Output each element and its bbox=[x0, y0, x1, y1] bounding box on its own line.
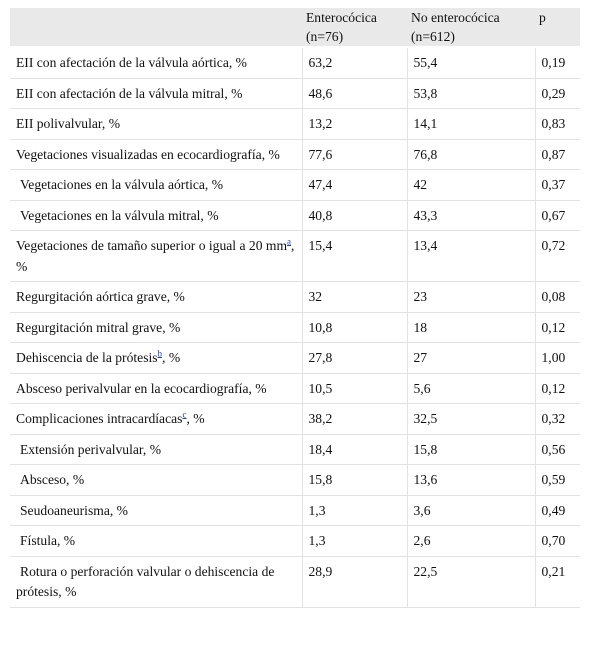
non-enterococcal-value: 22,5 bbox=[407, 556, 536, 608]
non-enterococcal-value: 3,6 bbox=[407, 495, 536, 526]
non-enterococcal-value: 13,4 bbox=[407, 230, 536, 282]
header-non-enterococcal: No enterocócica (n=612) bbox=[407, 8, 535, 48]
p-value: 0,56 bbox=[535, 434, 580, 465]
enterococcal-value: 10,8 bbox=[302, 312, 408, 343]
non-enterococcal-value: 42 bbox=[407, 169, 536, 201]
table-row: Vegetaciones en la válvula aórtica, % 47… bbox=[10, 169, 580, 201]
p-value: 0,87 bbox=[535, 139, 580, 170]
non-enterococcal-value: 13,6 bbox=[407, 464, 536, 496]
results-table: Enterocócica (n=76) No enterocócica (n=612… bbox=[10, 8, 580, 608]
row-label: Vegetaciones en la válvula mitral, % bbox=[10, 200, 303, 231]
p-value: 0,12 bbox=[535, 373, 580, 404]
table-row: Regurgitación aórtica grave, % 32 23 0,0… bbox=[10, 281, 580, 313]
enterococcal-value: 1,3 bbox=[302, 525, 408, 557]
row-label: Rotura o perforación valvular o dehiscen… bbox=[10, 556, 303, 608]
row-label: Complicaciones intracardíacasc, % bbox=[10, 403, 303, 435]
enterococcal-value: 38,2 bbox=[302, 403, 408, 435]
row-label: Vegetaciones en la válvula aórtica, % bbox=[10, 169, 303, 201]
table-row: EII con afectación de la válvula mitral,… bbox=[10, 78, 580, 109]
table-row: Fístula, % 1,3 2,6 0,70 bbox=[10, 525, 580, 557]
enterococcal-value: 40,8 bbox=[302, 200, 408, 231]
non-enterococcal-value: 55,4 bbox=[407, 47, 536, 79]
enterococcal-value: 18,4 bbox=[302, 434, 408, 465]
header-empty bbox=[10, 8, 302, 48]
non-enterococcal-value: 43,3 bbox=[407, 200, 536, 231]
table-row: Absceso perivalvular en la ecocardiograf… bbox=[10, 373, 580, 404]
footnote-link-b[interactable]: b bbox=[157, 348, 163, 359]
table-row: Dehiscencia de la prótesisb, % 27,8 27 1… bbox=[10, 342, 580, 374]
p-value: 0,21 bbox=[535, 556, 580, 608]
row-label: Regurgitación aórtica grave, % bbox=[10, 281, 303, 313]
row-label: EII polivalvular, % bbox=[10, 108, 303, 140]
non-enterococcal-value: 32,5 bbox=[407, 403, 536, 435]
p-value: 0,72 bbox=[535, 230, 580, 282]
row-label: Extensión perivalvular, % bbox=[10, 434, 303, 465]
table-row: Vegetaciones de tamaño superior o igual … bbox=[10, 230, 580, 282]
non-enterococcal-value: 2,6 bbox=[407, 525, 536, 557]
p-value: 1,00 bbox=[535, 342, 580, 374]
non-enterococcal-value: 23 bbox=[407, 281, 536, 313]
row-label: EII con afectación de la válvula mitral,… bbox=[10, 78, 303, 109]
row-label: EII con afectación de la válvula aórtica… bbox=[10, 47, 303, 79]
enterococcal-value: 13,2 bbox=[302, 108, 408, 140]
table-header-row: Enterocócica (n=76) No enterocócica (n=612… bbox=[10, 8, 580, 48]
table-row: Extensión perivalvular, % 18,4 15,8 0,56 bbox=[10, 434, 580, 465]
row-label: Absceso perivalvular en la ecocardiograf… bbox=[10, 373, 303, 404]
p-value: 0,83 bbox=[535, 108, 580, 140]
table-row: Absceso, % 15,8 13,6 0,59 bbox=[10, 464, 580, 496]
row-label: Vegetaciones visualizadas en ecocardiogr… bbox=[10, 139, 303, 170]
table-row: EII con afectación de la válvula aórtica… bbox=[10, 47, 580, 79]
row-label: Regurgitación mitral grave, % bbox=[10, 312, 303, 343]
header-non-enterococcal-n: (n=612) bbox=[411, 29, 455, 44]
p-value: 0,70 bbox=[535, 525, 580, 557]
non-enterococcal-value: 15,8 bbox=[407, 434, 536, 465]
row-label: Vegetaciones de tamaño superior o igual … bbox=[10, 230, 303, 282]
table-row: Rotura o perforación valvular o dehiscen… bbox=[10, 556, 580, 608]
table-row: Seudoaneurisma, % 1,3 3,6 0,49 bbox=[10, 495, 580, 526]
enterococcal-value: 47,4 bbox=[302, 169, 408, 201]
row-label: Fístula, % bbox=[10, 525, 303, 557]
p-value: 0,12 bbox=[535, 312, 580, 343]
p-value: 0,19 bbox=[535, 47, 580, 79]
p-value: 0,67 bbox=[535, 200, 580, 231]
table-row: EII polivalvular, % 13,2 14,1 0,83 bbox=[10, 108, 580, 140]
p-value: 0,29 bbox=[535, 78, 580, 109]
enterococcal-value: 28,9 bbox=[302, 556, 408, 608]
header-p: p bbox=[535, 8, 580, 48]
header-enterococcal: Enterocócica (n=76) bbox=[302, 8, 407, 48]
non-enterococcal-value: 53,8 bbox=[407, 78, 536, 109]
table-row: Vegetaciones visualizadas en ecocardiogr… bbox=[10, 139, 580, 170]
table-row: Complicaciones intracardíacasc, % 38,2 3… bbox=[10, 403, 580, 435]
table-row: Regurgitación mitral grave, % 10,8 18 0,… bbox=[10, 312, 580, 343]
enterococcal-value: 48,6 bbox=[302, 78, 408, 109]
enterococcal-value: 1,3 bbox=[302, 495, 408, 526]
p-value: 0,32 bbox=[535, 403, 580, 435]
row-label: Dehiscencia de la prótesisb, % bbox=[10, 342, 303, 374]
p-value: 0,49 bbox=[535, 495, 580, 526]
header-non-enterococcal-name: No enterocócica bbox=[411, 10, 500, 25]
p-value: 0,37 bbox=[535, 169, 580, 201]
enterococcal-value: 63,2 bbox=[302, 47, 408, 79]
enterococcal-value: 15,4 bbox=[302, 230, 408, 282]
p-value: 0,59 bbox=[535, 464, 580, 496]
non-enterococcal-value: 27 bbox=[407, 342, 536, 374]
enterococcal-value: 77,6 bbox=[302, 139, 408, 170]
footnote-link-a[interactable]: a bbox=[287, 236, 292, 247]
non-enterococcal-value: 5,6 bbox=[407, 373, 536, 404]
enterococcal-value: 15,8 bbox=[302, 464, 408, 496]
row-label: Absceso, % bbox=[10, 464, 303, 496]
row-label: Seudoaneurisma, % bbox=[10, 495, 303, 526]
table-row: Vegetaciones en la válvula mitral, % 40,… bbox=[10, 200, 580, 231]
non-enterococcal-value: 14,1 bbox=[407, 108, 536, 140]
non-enterococcal-value: 18 bbox=[407, 312, 536, 343]
p-value: 0,08 bbox=[535, 281, 580, 313]
footnote-link-c[interactable]: c bbox=[182, 409, 187, 420]
enterococcal-value: 32 bbox=[302, 281, 408, 313]
header-enterococcal-n: (n=76) bbox=[306, 29, 344, 44]
enterococcal-value: 10,5 bbox=[302, 373, 408, 404]
non-enterococcal-value: 76,8 bbox=[407, 139, 536, 170]
header-enterococcal-name: Enterocócica bbox=[306, 10, 377, 25]
enterococcal-value: 27,8 bbox=[302, 342, 408, 374]
